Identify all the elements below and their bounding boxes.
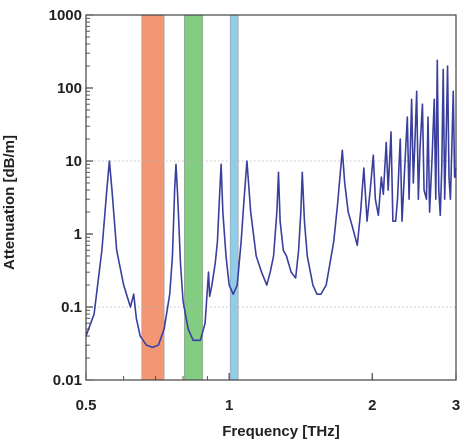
- highlight-bands: [141, 14, 239, 381]
- y-tick-labels: 0.01 0.1 1 10 100 1000: [49, 7, 82, 389]
- grid-lines: [86, 160, 456, 308]
- y-tick-label: 0.01: [53, 372, 82, 389]
- y-tick-label: 10: [65, 153, 82, 170]
- x-axis-title: Frequency [THz]: [222, 423, 340, 440]
- x-tick-label: 1: [225, 397, 233, 414]
- series-line-1: [85, 59, 457, 349]
- x-tick-label: 3: [452, 397, 460, 414]
- x-tick-label: 0.5: [76, 397, 97, 414]
- y-tick-label: 1000: [49, 7, 82, 24]
- highlight-band-1: [141, 14, 165, 381]
- y-tick-label: 0.1: [61, 299, 82, 316]
- y-axis-title: Attenuation [dB/m]: [1, 135, 18, 270]
- x-tick-labels: 0.5 1 2 3: [76, 397, 461, 414]
- y-tick-label: 100: [57, 80, 82, 97]
- axis-ticks: [85, 14, 457, 381]
- highlight-band-3: [229, 14, 239, 381]
- plot-frame: [85, 14, 457, 381]
- x-tick-label: 2: [368, 397, 376, 414]
- y-tick-label: 1: [74, 226, 82, 243]
- series-layer: [85, 59, 457, 349]
